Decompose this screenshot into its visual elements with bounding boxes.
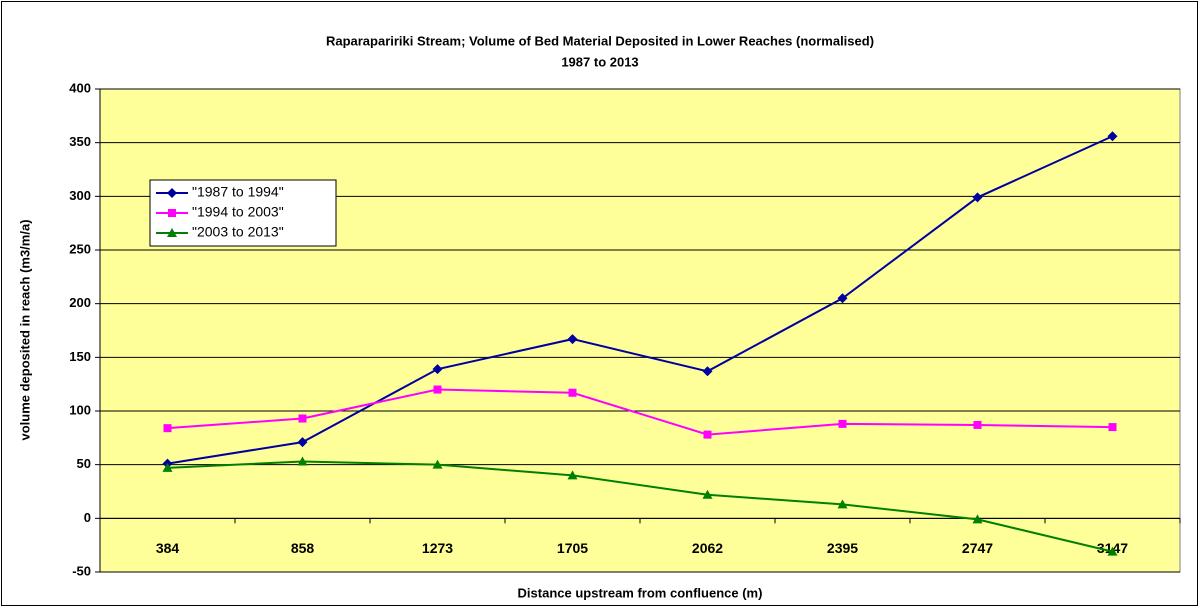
- x-tick-label: 2062: [692, 540, 723, 556]
- marker: [837, 499, 848, 509]
- marker: [838, 419, 847, 428]
- y-axis-label: volume deposited in reach (m3/m/a): [17, 219, 32, 440]
- marker: [167, 188, 177, 198]
- marker: [702, 366, 713, 377]
- legend-label: "1994 to 2003": [192, 204, 284, 220]
- marker: [432, 459, 443, 469]
- plot-area: [99, 88, 1181, 573]
- marker: [433, 385, 442, 394]
- series-line: [167, 388, 1113, 436]
- legend-label: "1987 to 1994": [192, 184, 284, 200]
- marker: [1107, 546, 1118, 556]
- marker: [567, 470, 578, 480]
- marker: [297, 456, 308, 466]
- marker: [298, 414, 307, 423]
- marker: [297, 437, 308, 448]
- y-tick-label: -50: [72, 563, 91, 578]
- marker: [567, 334, 578, 345]
- x-axis-label: Distance upstream from confluence (m): [518, 585, 763, 600]
- marker: [702, 489, 713, 499]
- x-tick-label: 1705: [557, 540, 588, 556]
- x-tick-label: 2395: [827, 540, 858, 556]
- y-tick-label: 400: [69, 80, 91, 95]
- x-tick-label: 1273: [422, 540, 453, 556]
- marker: [167, 228, 177, 237]
- marker: [703, 430, 712, 439]
- chart-subtitle: 1987 to 2013: [561, 54, 638, 69]
- marker: [1108, 423, 1117, 432]
- marker: [973, 420, 982, 429]
- marker: [837, 293, 848, 304]
- x-tick-label: 2747: [962, 540, 993, 556]
- x-tick-label: 858: [291, 540, 315, 556]
- marker: [162, 462, 173, 472]
- marker: [432, 364, 443, 375]
- marker: [568, 388, 577, 397]
- marker: [168, 209, 176, 217]
- series-line: [167, 135, 1113, 465]
- y-tick-label: 250: [69, 241, 91, 256]
- marker: [1107, 131, 1118, 142]
- x-tick-label: 384: [156, 540, 180, 556]
- y-tick-label: 300: [69, 188, 91, 203]
- chart-title: Raparapaririki Stream; Volume of Bed Mat…: [326, 33, 874, 48]
- y-tick-label: 150: [69, 349, 91, 364]
- y-tick-label: 50: [77, 456, 91, 471]
- y-tick-label: 350: [69, 134, 91, 149]
- marker: [163, 424, 172, 433]
- y-tick-label: 200: [69, 295, 91, 310]
- marker: [972, 514, 983, 524]
- y-tick-label: 100: [69, 402, 91, 417]
- y-tick-label: 0: [84, 510, 91, 525]
- series-line: [167, 460, 1113, 553]
- legend-label: "2003 to 2013": [192, 224, 284, 240]
- marker: [972, 192, 983, 203]
